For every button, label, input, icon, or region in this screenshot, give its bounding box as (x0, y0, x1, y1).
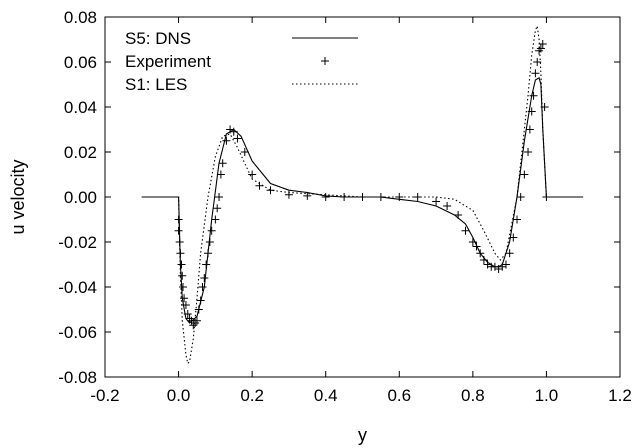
experiment-point (194, 305, 203, 314)
experiment-point (218, 159, 227, 168)
y-tick-label: -0.02 (58, 233, 97, 252)
x-tick-label: 0.2 (240, 386, 264, 405)
experiment-point (183, 310, 192, 318)
experiment-point (531, 69, 540, 78)
legend-label-dns: S5: DNS (125, 29, 191, 48)
experiment-point (248, 170, 257, 179)
experiment-point (513, 215, 521, 224)
experiment-point (321, 193, 330, 201)
x-axis-title: y (358, 425, 367, 445)
x-tick-label: -0.2 (90, 386, 119, 405)
experiment-point (178, 283, 187, 291)
experiment-point (461, 226, 470, 235)
experiment-point (202, 260, 211, 269)
y-tick-label: 0.02 (64, 143, 97, 162)
experiment-point (498, 262, 507, 271)
experiment-point (226, 125, 235, 134)
x-axis-ticks: -0.2 0.0 0.2 0.4 0.6 0.8 1.0 1.2 (90, 17, 632, 405)
experiment-point (533, 58, 542, 66)
x-tick-label: 1.2 (608, 386, 632, 405)
experiment-point (524, 148, 533, 156)
experiment-point (181, 301, 190, 309)
experiment-point (207, 226, 216, 235)
experiment-point (483, 260, 492, 269)
experiment-point (525, 125, 534, 134)
experiment-point (538, 40, 547, 48)
experiment-point (215, 193, 224, 201)
experiment-point (204, 249, 212, 258)
experiment-point (213, 204, 222, 213)
experiment-point (509, 233, 518, 242)
y-tick-label: 0.00 (64, 188, 97, 207)
experiment-point (178, 271, 187, 280)
experiment-point (340, 193, 349, 201)
experiment-point (240, 148, 249, 156)
x-tick-label: 0.0 (167, 386, 191, 405)
y-axis-title: u velocity (8, 159, 28, 234)
legend-marker-experiment (321, 57, 329, 65)
experiment-point (177, 260, 186, 269)
x-tick-label: 1.0 (535, 386, 559, 405)
experiment-point (494, 265, 503, 273)
y-tick-label: 0.06 (64, 53, 97, 72)
experiment-point (192, 316, 201, 325)
experiment-point (432, 197, 441, 206)
experiment-point (443, 202, 452, 210)
legend-label-les: S1: LES (125, 75, 187, 94)
experiment-point (303, 191, 312, 200)
experiment-point (211, 215, 220, 224)
y-tick-label: 0.04 (64, 98, 97, 117)
experiment-point (476, 249, 485, 258)
experiment-point (501, 260, 510, 269)
experiment-point (479, 256, 488, 264)
experiment-point (205, 238, 214, 246)
experiment-point (200, 274, 209, 282)
experiment-point (527, 107, 536, 116)
experiment-point (516, 193, 525, 201)
experiment-point (490, 262, 499, 271)
experiment-point (174, 226, 183, 235)
experiment-point (505, 249, 514, 258)
x-tick-label: 0.4 (314, 386, 338, 405)
x-tick-label: 0.6 (387, 386, 411, 405)
experiment-point (185, 314, 194, 323)
x-tick-label: 0.8 (461, 386, 485, 405)
dns-series-line (141, 76, 584, 324)
experiment-point (520, 170, 529, 179)
experiment-point (180, 294, 189, 303)
experiment-point (454, 211, 463, 219)
experiment-point (468, 238, 477, 246)
experiment-point (536, 44, 545, 53)
legend-label-experiment: Experiment (125, 52, 211, 71)
legend: S5: DNS Experiment S1: LES (125, 29, 358, 94)
y-tick-label: -0.08 (58, 368, 97, 387)
experiment-point (196, 296, 205, 305)
experiment-point (222, 136, 231, 145)
y-tick-label: -0.06 (58, 323, 97, 342)
y-axis-ticks: 0.08 0.06 0.04 0.02 0.00 -0.02 -0.04 -0.06 -0.08 (58, 8, 620, 387)
experiment-point (229, 127, 238, 136)
experiment-point (472, 242, 481, 251)
experiment-point (529, 91, 538, 100)
experiment-point (216, 170, 225, 179)
y-tick-label: 0.08 (64, 8, 97, 27)
experiment-point (233, 134, 242, 143)
experiment-point (198, 283, 207, 291)
plot-area (104, 16, 621, 378)
y-tick-label: -0.04 (58, 278, 97, 297)
